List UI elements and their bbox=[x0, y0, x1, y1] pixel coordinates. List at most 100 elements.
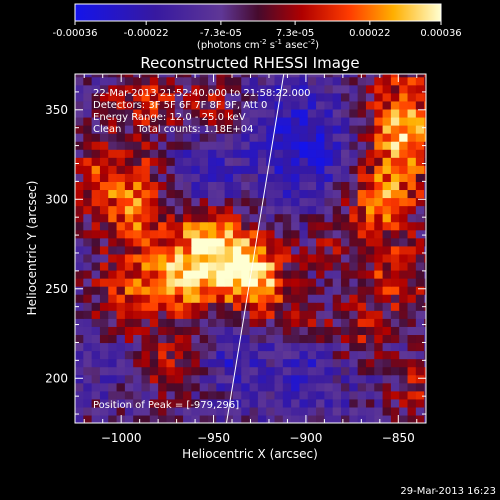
heatmap-cell bbox=[291, 302, 301, 311]
heatmap-cell bbox=[399, 310, 409, 319]
heatmap-cell bbox=[83, 157, 93, 166]
heatmap-cell bbox=[174, 342, 184, 352]
heatmap-cell bbox=[382, 318, 392, 327]
heatmap-cell bbox=[307, 398, 317, 408]
heatmap-cell bbox=[374, 310, 384, 319]
heatmap-cell bbox=[133, 278, 143, 287]
chart-title: Reconstructed RHESSI Image bbox=[140, 54, 359, 72]
heatmap-cell bbox=[332, 74, 342, 78]
heatmap-cell bbox=[166, 237, 176, 247]
heatmap-cell bbox=[116, 261, 126, 271]
heatmap-cell bbox=[108, 269, 118, 279]
heatmap-cell bbox=[365, 189, 375, 199]
heatmap-cell bbox=[91, 221, 101, 231]
heatmap-cell bbox=[374, 294, 384, 303]
heatmap-cell bbox=[407, 213, 417, 223]
heatmap-cell bbox=[282, 398, 292, 408]
heatmap-cell bbox=[208, 189, 217, 199]
heatmap-cell bbox=[424, 189, 426, 199]
heatmap-cell bbox=[108, 406, 118, 416]
heatmap-cell bbox=[124, 406, 134, 416]
heatmap-cell bbox=[291, 84, 301, 94]
heatmap-cell bbox=[324, 84, 334, 94]
heatmap-cell bbox=[158, 165, 168, 174]
heatmap-cell bbox=[108, 181, 118, 191]
heatmap-cell bbox=[324, 133, 334, 142]
heatmap-cell bbox=[149, 374, 159, 384]
heatmap-cell bbox=[108, 165, 118, 174]
heatmap-cell bbox=[191, 205, 201, 215]
heatmap-cell bbox=[382, 197, 392, 207]
heatmap-cell bbox=[141, 100, 151, 110]
heatmap-cell bbox=[83, 125, 93, 134]
heatmap-cell bbox=[424, 318, 426, 327]
heatmap-cell bbox=[407, 414, 417, 423]
heatmap-cell bbox=[174, 382, 184, 392]
heatmap-cell bbox=[124, 342, 134, 352]
heatmap-cell bbox=[149, 382, 159, 392]
heatmap-cell bbox=[166, 245, 176, 255]
heatmap-cell bbox=[299, 358, 309, 368]
heatmap-cell bbox=[199, 149, 209, 158]
heatmap-cell bbox=[307, 157, 317, 166]
heatmap-cell bbox=[124, 157, 134, 166]
heatmap-cell bbox=[274, 318, 284, 327]
heatmap-cell bbox=[415, 181, 425, 191]
heatmap-cell bbox=[208, 398, 217, 408]
heatmap-cell bbox=[249, 310, 259, 319]
heatmap-cell bbox=[191, 390, 201, 400]
heatmap-cell bbox=[274, 149, 284, 158]
heatmap-cell bbox=[382, 374, 392, 384]
heatmap-cell bbox=[75, 237, 84, 247]
heatmap-cell bbox=[149, 278, 159, 287]
heatmap-cell bbox=[365, 245, 375, 255]
heatmap-cell bbox=[208, 76, 217, 86]
heatmap-cell bbox=[149, 326, 159, 335]
heatmap-cell bbox=[241, 173, 251, 182]
heatmap-cell bbox=[158, 398, 168, 408]
heatmap-cell bbox=[232, 261, 242, 271]
heatmap-cell bbox=[224, 318, 234, 327]
heatmap-cell bbox=[75, 141, 84, 150]
heatmap-cell bbox=[349, 197, 359, 207]
heatmap-cell bbox=[257, 253, 267, 263]
heatmap-cell bbox=[124, 253, 134, 263]
heatmap-cell bbox=[91, 245, 101, 255]
heatmap-cell bbox=[291, 76, 301, 86]
heatmap-cell bbox=[316, 342, 325, 352]
heatmap-cell bbox=[216, 165, 226, 174]
heatmap-cell bbox=[332, 334, 342, 344]
heatmap-cell bbox=[166, 358, 176, 368]
heatmap-cell bbox=[274, 165, 284, 174]
heatmap-cell bbox=[116, 358, 126, 368]
heatmap-cell bbox=[374, 173, 384, 182]
heatmap-cell bbox=[91, 237, 101, 247]
heatmap-cell bbox=[166, 261, 176, 271]
heatmap-cell bbox=[424, 334, 426, 344]
heatmap-cell bbox=[183, 406, 192, 416]
heatmap-cell bbox=[307, 406, 317, 416]
heatmap-cell bbox=[307, 237, 317, 247]
heatmap-cell bbox=[390, 269, 400, 279]
heatmap-cell bbox=[282, 141, 292, 150]
heatmap-cell bbox=[149, 205, 159, 215]
heatmap-cell bbox=[183, 302, 192, 311]
heatmap-cell bbox=[83, 269, 93, 279]
heatmap-cell bbox=[415, 310, 425, 319]
heatmap-cell bbox=[99, 173, 109, 182]
heatmap-cell bbox=[332, 165, 342, 174]
heatmap-cell bbox=[424, 294, 426, 303]
heatmap-cell bbox=[282, 302, 292, 311]
heatmap-cell bbox=[399, 189, 409, 199]
heatmap-cell bbox=[332, 358, 342, 368]
heatmap-cell bbox=[316, 125, 325, 134]
heatmap-cell bbox=[390, 189, 400, 199]
heatmap-cell bbox=[424, 278, 426, 287]
heatmap-cell bbox=[341, 221, 350, 231]
heatmap-cell bbox=[183, 173, 192, 182]
heatmap-cell bbox=[307, 318, 317, 327]
heatmap-cell bbox=[299, 141, 309, 150]
heatmap-cell bbox=[166, 165, 176, 174]
heatmap-cell bbox=[374, 318, 384, 327]
heatmap-cell bbox=[124, 149, 134, 158]
